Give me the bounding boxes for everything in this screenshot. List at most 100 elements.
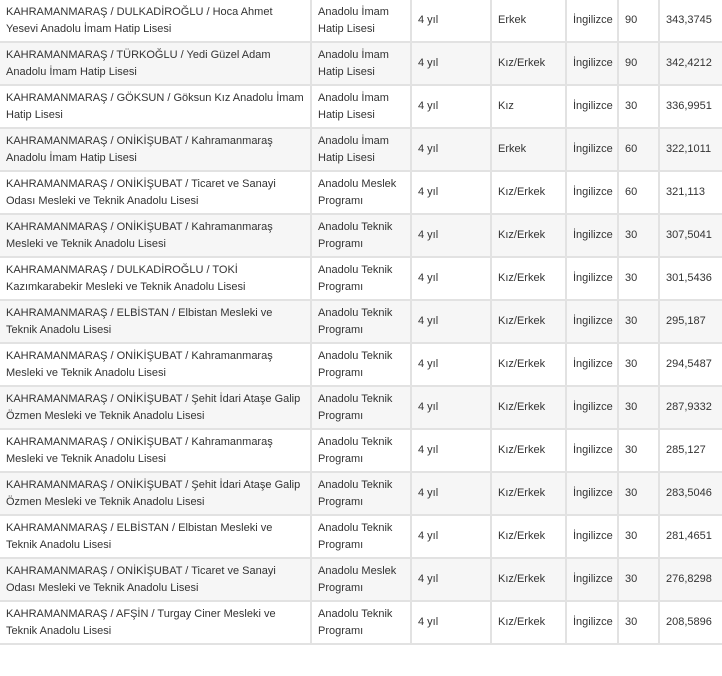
table-row: KAHRAMANMARAŞ / ONİKİŞUBAT / Kahramanmar… (0, 342, 722, 387)
quota-cell: 30 (617, 299, 660, 344)
school-name-cell: KAHRAMANMARAŞ / TÜRKOĞLU / Yedi Güzel Ad… (0, 41, 312, 86)
school-name-cell: KAHRAMANMARAŞ / ONİKİŞUBAT / Ticaret ve … (0, 170, 312, 215)
score-cell: 283,5046 (658, 471, 722, 516)
score-cell: 307,5041 (658, 213, 722, 258)
gender-cell: Erkek (490, 127, 567, 172)
gender-cell: Kız/Erkek (490, 428, 567, 473)
quota-cell: 30 (617, 84, 660, 129)
duration-cell: 4 yıl (410, 170, 492, 215)
program-type-cell: Anadolu Teknik Programı (310, 385, 412, 430)
score-cell: 321,113 (658, 170, 722, 215)
score-cell: 343,3745 (658, 0, 722, 43)
language-cell: İngilizce (565, 84, 619, 129)
gender-cell: Kız/Erkek (490, 557, 567, 602)
table-row: KAHRAMANMARAŞ / ONİKİŞUBAT / Kahramanmar… (0, 428, 722, 473)
program-type-cell: Anadolu İmam Hatip Lisesi (310, 84, 412, 129)
score-cell: 287,9332 (658, 385, 722, 430)
gender-cell: Kız/Erkek (490, 385, 567, 430)
gender-cell: Kız/Erkek (490, 600, 567, 645)
score-cell: 336,9951 (658, 84, 722, 129)
score-cell: 285,127 (658, 428, 722, 473)
table-row: KAHRAMANMARAŞ / ONİKİŞUBAT / Şehit İdari… (0, 471, 722, 516)
school-name-cell: KAHRAMANMARAŞ / ELBİSTAN / Elbistan Mesl… (0, 299, 312, 344)
duration-cell: 4 yıl (410, 84, 492, 129)
table-row: KAHRAMANMARAŞ / GÖKSUN / Göksun Kız Anad… (0, 84, 722, 129)
table-row: KAHRAMANMARAŞ / ELBİSTAN / Elbistan Mesl… (0, 299, 722, 344)
quota-cell: 90 (617, 0, 660, 43)
school-name-cell: KAHRAMANMARAŞ / DULKADİROĞLU / TOKİ Kazı… (0, 256, 312, 301)
gender-cell: Kız/Erkek (490, 213, 567, 258)
score-cell: 322,1011 (658, 127, 722, 172)
duration-cell: 4 yıl (410, 41, 492, 86)
gender-cell: Kız/Erkek (490, 299, 567, 344)
school-name-cell: KAHRAMANMARAŞ / GÖKSUN / Göksun Kız Anad… (0, 84, 312, 129)
table-row: KAHRAMANMARAŞ / ONİKİŞUBAT / Kahramanmar… (0, 127, 722, 172)
school-name-cell: KAHRAMANMARAŞ / ONİKİŞUBAT / Kahramanmar… (0, 213, 312, 258)
table-row: KAHRAMANMARAŞ / DULKADİROĞLU / Hoca Ahme… (0, 0, 722, 43)
program-type-cell: Anadolu Teknik Programı (310, 213, 412, 258)
score-cell: 281,4651 (658, 514, 722, 559)
table-row: KAHRAMANMARAŞ / DULKADİROĞLU / TOKİ Kazı… (0, 256, 722, 301)
language-cell: İngilizce (565, 514, 619, 559)
duration-cell: 4 yıl (410, 600, 492, 645)
score-cell: 276,8298 (658, 557, 722, 602)
school-name-cell: KAHRAMANMARAŞ / ONİKİŞUBAT / Kahramanmar… (0, 342, 312, 387)
score-cell: 301,5436 (658, 256, 722, 301)
program-type-cell: Anadolu Teknik Programı (310, 428, 412, 473)
language-cell: İngilizce (565, 41, 619, 86)
language-cell: İngilizce (565, 471, 619, 516)
quota-cell: 30 (617, 600, 660, 645)
school-name-cell: KAHRAMANMARAŞ / AFŞİN / Turgay Ciner Mes… (0, 600, 312, 645)
program-type-cell: Anadolu Meslek Programı (310, 170, 412, 215)
table-row: KAHRAMANMARAŞ / ONİKİŞUBAT / Ticaret ve … (0, 170, 722, 215)
school-name-cell: KAHRAMANMARAŞ / DULKADİROĞLU / Hoca Ahme… (0, 0, 312, 43)
table-row: KAHRAMANMARAŞ / ELBİSTAN / Elbistan Mesl… (0, 514, 722, 559)
language-cell: İngilizce (565, 600, 619, 645)
school-name-cell: KAHRAMANMARAŞ / ONİKİŞUBAT / Kahramanmar… (0, 127, 312, 172)
program-type-cell: Anadolu Teknik Programı (310, 256, 412, 301)
program-type-cell: Anadolu Teknik Programı (310, 299, 412, 344)
language-cell: İngilizce (565, 256, 619, 301)
score-cell: 295,187 (658, 299, 722, 344)
gender-cell: Kız/Erkek (490, 514, 567, 559)
language-cell: İngilizce (565, 342, 619, 387)
duration-cell: 4 yıl (410, 385, 492, 430)
program-type-cell: Anadolu Meslek Programı (310, 557, 412, 602)
school-name-cell: KAHRAMANMARAŞ / ELBİSTAN / Elbistan Mesl… (0, 514, 312, 559)
language-cell: İngilizce (565, 213, 619, 258)
duration-cell: 4 yıl (410, 514, 492, 559)
gender-cell: Kız/Erkek (490, 256, 567, 301)
quota-cell: 30 (617, 342, 660, 387)
quota-cell: 30 (617, 428, 660, 473)
program-type-cell: Anadolu Teknik Programı (310, 600, 412, 645)
school-name-cell: KAHRAMANMARAŞ / ONİKİŞUBAT / Şehit İdari… (0, 471, 312, 516)
language-cell: İngilizce (565, 127, 619, 172)
quota-cell: 30 (617, 213, 660, 258)
score-cell: 294,5487 (658, 342, 722, 387)
program-type-cell: Anadolu Teknik Programı (310, 471, 412, 516)
quota-cell: 30 (617, 385, 660, 430)
program-type-cell: Anadolu Teknik Programı (310, 514, 412, 559)
language-cell: İngilizce (565, 428, 619, 473)
school-name-cell: KAHRAMANMARAŞ / ONİKİŞUBAT / Ticaret ve … (0, 557, 312, 602)
table-row: KAHRAMANMARAŞ / ONİKİŞUBAT / Ticaret ve … (0, 557, 722, 602)
gender-cell: Kız (490, 84, 567, 129)
quota-cell: 30 (617, 256, 660, 301)
program-type-cell: Anadolu Teknik Programı (310, 342, 412, 387)
duration-cell: 4 yıl (410, 213, 492, 258)
duration-cell: 4 yıl (410, 256, 492, 301)
language-cell: İngilizce (565, 170, 619, 215)
table-row: KAHRAMANMARAŞ / ONİKİŞUBAT / Kahramanmar… (0, 213, 722, 258)
gender-cell: Kız/Erkek (490, 342, 567, 387)
gender-cell: Erkek (490, 0, 567, 43)
duration-cell: 4 yıl (410, 299, 492, 344)
school-table: KAHRAMANMARAŞ / DULKADİROĞLU / Hoca Ahme… (0, 0, 722, 645)
table-body: KAHRAMANMARAŞ / DULKADİROĞLU / Hoca Ahme… (0, 0, 722, 645)
language-cell: İngilizce (565, 557, 619, 602)
gender-cell: Kız/Erkek (490, 471, 567, 516)
duration-cell: 4 yıl (410, 127, 492, 172)
quota-cell: 30 (617, 514, 660, 559)
duration-cell: 4 yıl (410, 557, 492, 602)
program-type-cell: Anadolu İmam Hatip Lisesi (310, 127, 412, 172)
school-name-cell: KAHRAMANMARAŞ / ONİKİŞUBAT / Kahramanmar… (0, 428, 312, 473)
